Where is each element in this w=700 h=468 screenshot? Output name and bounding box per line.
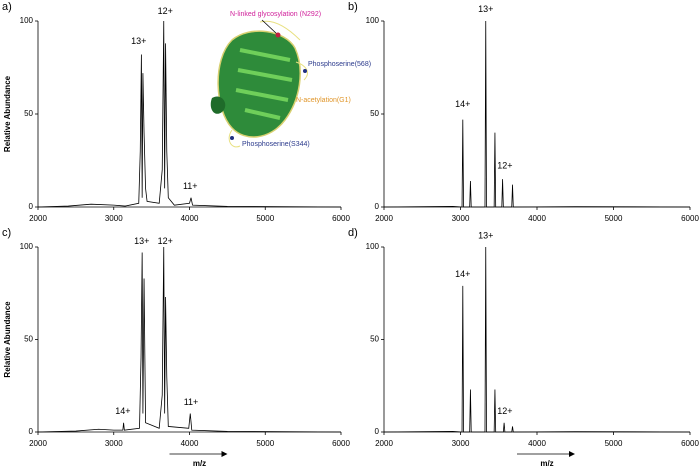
y-tick-label: 100 [366,16,380,25]
x-tick-label: 6000 [332,439,350,448]
x-tick-label: 6000 [681,214,699,223]
protein-structure: N-linked glycosylation (N292) Phosphoser… [210,11,371,148]
y-tick-label: 0 [375,427,380,436]
peak-label: 11+ [183,181,198,191]
peak-label: 13+ [134,236,149,246]
y-tick-label: 50 [24,109,33,118]
x-tick-label: 4000 [528,214,546,223]
helix [210,96,226,114]
x-arrow-head [221,451,228,457]
y-tick-label: 0 [29,427,34,436]
x-tick-label: 2000 [29,214,47,223]
pointer [261,19,278,35]
structure-label: Phosphoserine(568) [308,61,371,68]
peak-label: 14+ [115,406,130,416]
x-tick-label: 2000 [375,439,393,448]
peak-label: 13+ [478,4,493,14]
x-tick-label: 2000 [29,439,47,448]
x-tick-label: 3000 [452,439,470,448]
x-tick-label: 3000 [452,214,470,223]
glycan [275,32,281,38]
peak-label: 14+ [455,269,470,279]
y-tick-label: 0 [375,202,380,211]
x-tick-label: 3000 [105,439,123,448]
x-tick-label: 2000 [375,214,393,223]
y-tick-label: 100 [20,16,34,25]
peak-label: 12+ [158,6,173,16]
structure-label: N-linked glycosylation (N292) [230,11,321,18]
spectrum-line [37,246,342,433]
y-tick-label: 100 [20,242,34,251]
x-tick-label: 4000 [181,214,199,223]
peak-label: 13+ [478,230,493,240]
spectrum-line [383,20,691,208]
x-tick-label: 5000 [605,439,623,448]
peak-label: 12+ [158,236,173,246]
x-tick-label: 3000 [105,214,123,223]
x-arrow-head [569,451,575,457]
x-tick-label: 5000 [256,214,274,223]
peak-label: 12+ [497,160,512,170]
x-axis-label: m/z [193,459,206,468]
panel-label: a) [2,1,12,13]
x-tick-label: 6000 [332,214,350,223]
structure-label: N-acetylation(G1) [296,97,351,104]
spectrum-line [37,20,342,208]
panel-label: d) [348,227,358,239]
phospho-site [230,136,234,140]
phospho-site [303,69,307,73]
x-tick-label: 6000 [681,439,699,448]
y-axis-label: Relative Abundance [3,75,12,152]
x-tick-label: 5000 [605,214,623,223]
x-tick-label: 4000 [181,439,199,448]
structure-label: Phosphoserine(S344) [242,141,310,148]
x-tick-label: 5000 [256,439,274,448]
y-tick-label: 0 [29,202,34,211]
y-tick-label: 50 [24,335,33,344]
peak-label: 14+ [455,99,470,109]
panel-label: b) [348,1,358,13]
x-tick-label: 4000 [528,439,546,448]
panel-label: c) [2,227,11,239]
y-tick-label: 50 [370,109,379,118]
beta-sheet [235,48,293,120]
y-axis-label: Relative Abundance [3,301,12,378]
x-axis-label: m/z [540,459,553,468]
peak-label: 11+ [184,397,199,407]
y-tick-label: 100 [366,242,380,251]
y-tick-label: 50 [370,335,379,344]
spectrum-line [383,246,691,433]
peak-label: 12+ [497,406,512,416]
protein-body [217,30,301,138]
peak-label: 13+ [131,36,146,46]
